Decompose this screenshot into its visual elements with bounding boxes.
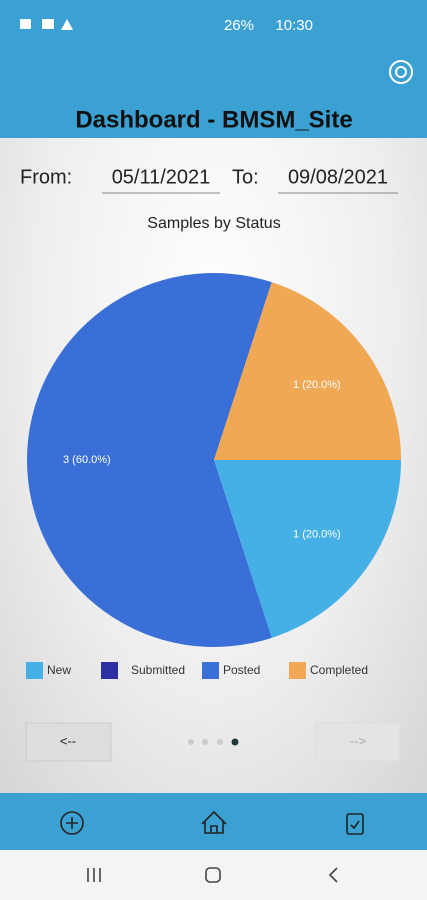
chart-title: Samples by Status — [147, 215, 280, 232]
legend-label: Submitted — [131, 663, 185, 677]
next-label: --> — [350, 733, 366, 748]
pie-slice — [214, 282, 401, 460]
battery: 26% — [224, 17, 254, 34]
home-button[interactable] — [201, 810, 227, 834]
legend-swatch — [26, 662, 43, 679]
pie-slice — [214, 460, 401, 638]
home-system-button[interactable] — [205, 867, 221, 883]
legend: New Submitted Posted Completed — [26, 662, 368, 679]
from-label: From: — [20, 166, 72, 188]
slice-label: 3 (60.0%) — [63, 454, 111, 466]
system-nav — [0, 850, 427, 900]
slice-label: 1 (20.0%) — [293, 379, 341, 391]
from-date[interactable]: 05/11/2021 — [112, 166, 211, 188]
settings-button[interactable] — [389, 60, 413, 84]
legend-label: Completed — [310, 663, 368, 677]
page-dots — [188, 738, 239, 746]
page-title: Dashboard - BMSM_Site — [75, 106, 352, 133]
status-icons — [20, 19, 73, 30]
add-button[interactable] — [60, 811, 84, 835]
bottom-nav — [0, 793, 427, 850]
prev-button[interactable] — [25, 722, 112, 762]
next-button[interactable] — [315, 722, 401, 762]
back-button[interactable] — [328, 867, 338, 883]
legend-swatch — [289, 662, 306, 679]
header-bar — [0, 0, 427, 138]
legend-label: New — [47, 663, 71, 677]
to-date[interactable]: 09/08/2021 — [288, 166, 388, 188]
legend-label: Posted — [223, 663, 260, 677]
legend-swatch — [101, 662, 118, 679]
slice-label: 1 (20.0%) — [293, 529, 341, 541]
pie-chart: 1 (20.0%) 3 (60.0%) 1 (20.0%) — [26, 273, 401, 647]
clock: 10:30 — [275, 17, 313, 34]
recents-button[interactable] — [87, 868, 101, 882]
tasks-button[interactable] — [346, 813, 364, 835]
to-label: To: — [232, 166, 259, 188]
legend-swatch — [202, 662, 219, 679]
prev-label: <-- — [60, 733, 76, 748]
pie-slice — [26, 273, 272, 647]
